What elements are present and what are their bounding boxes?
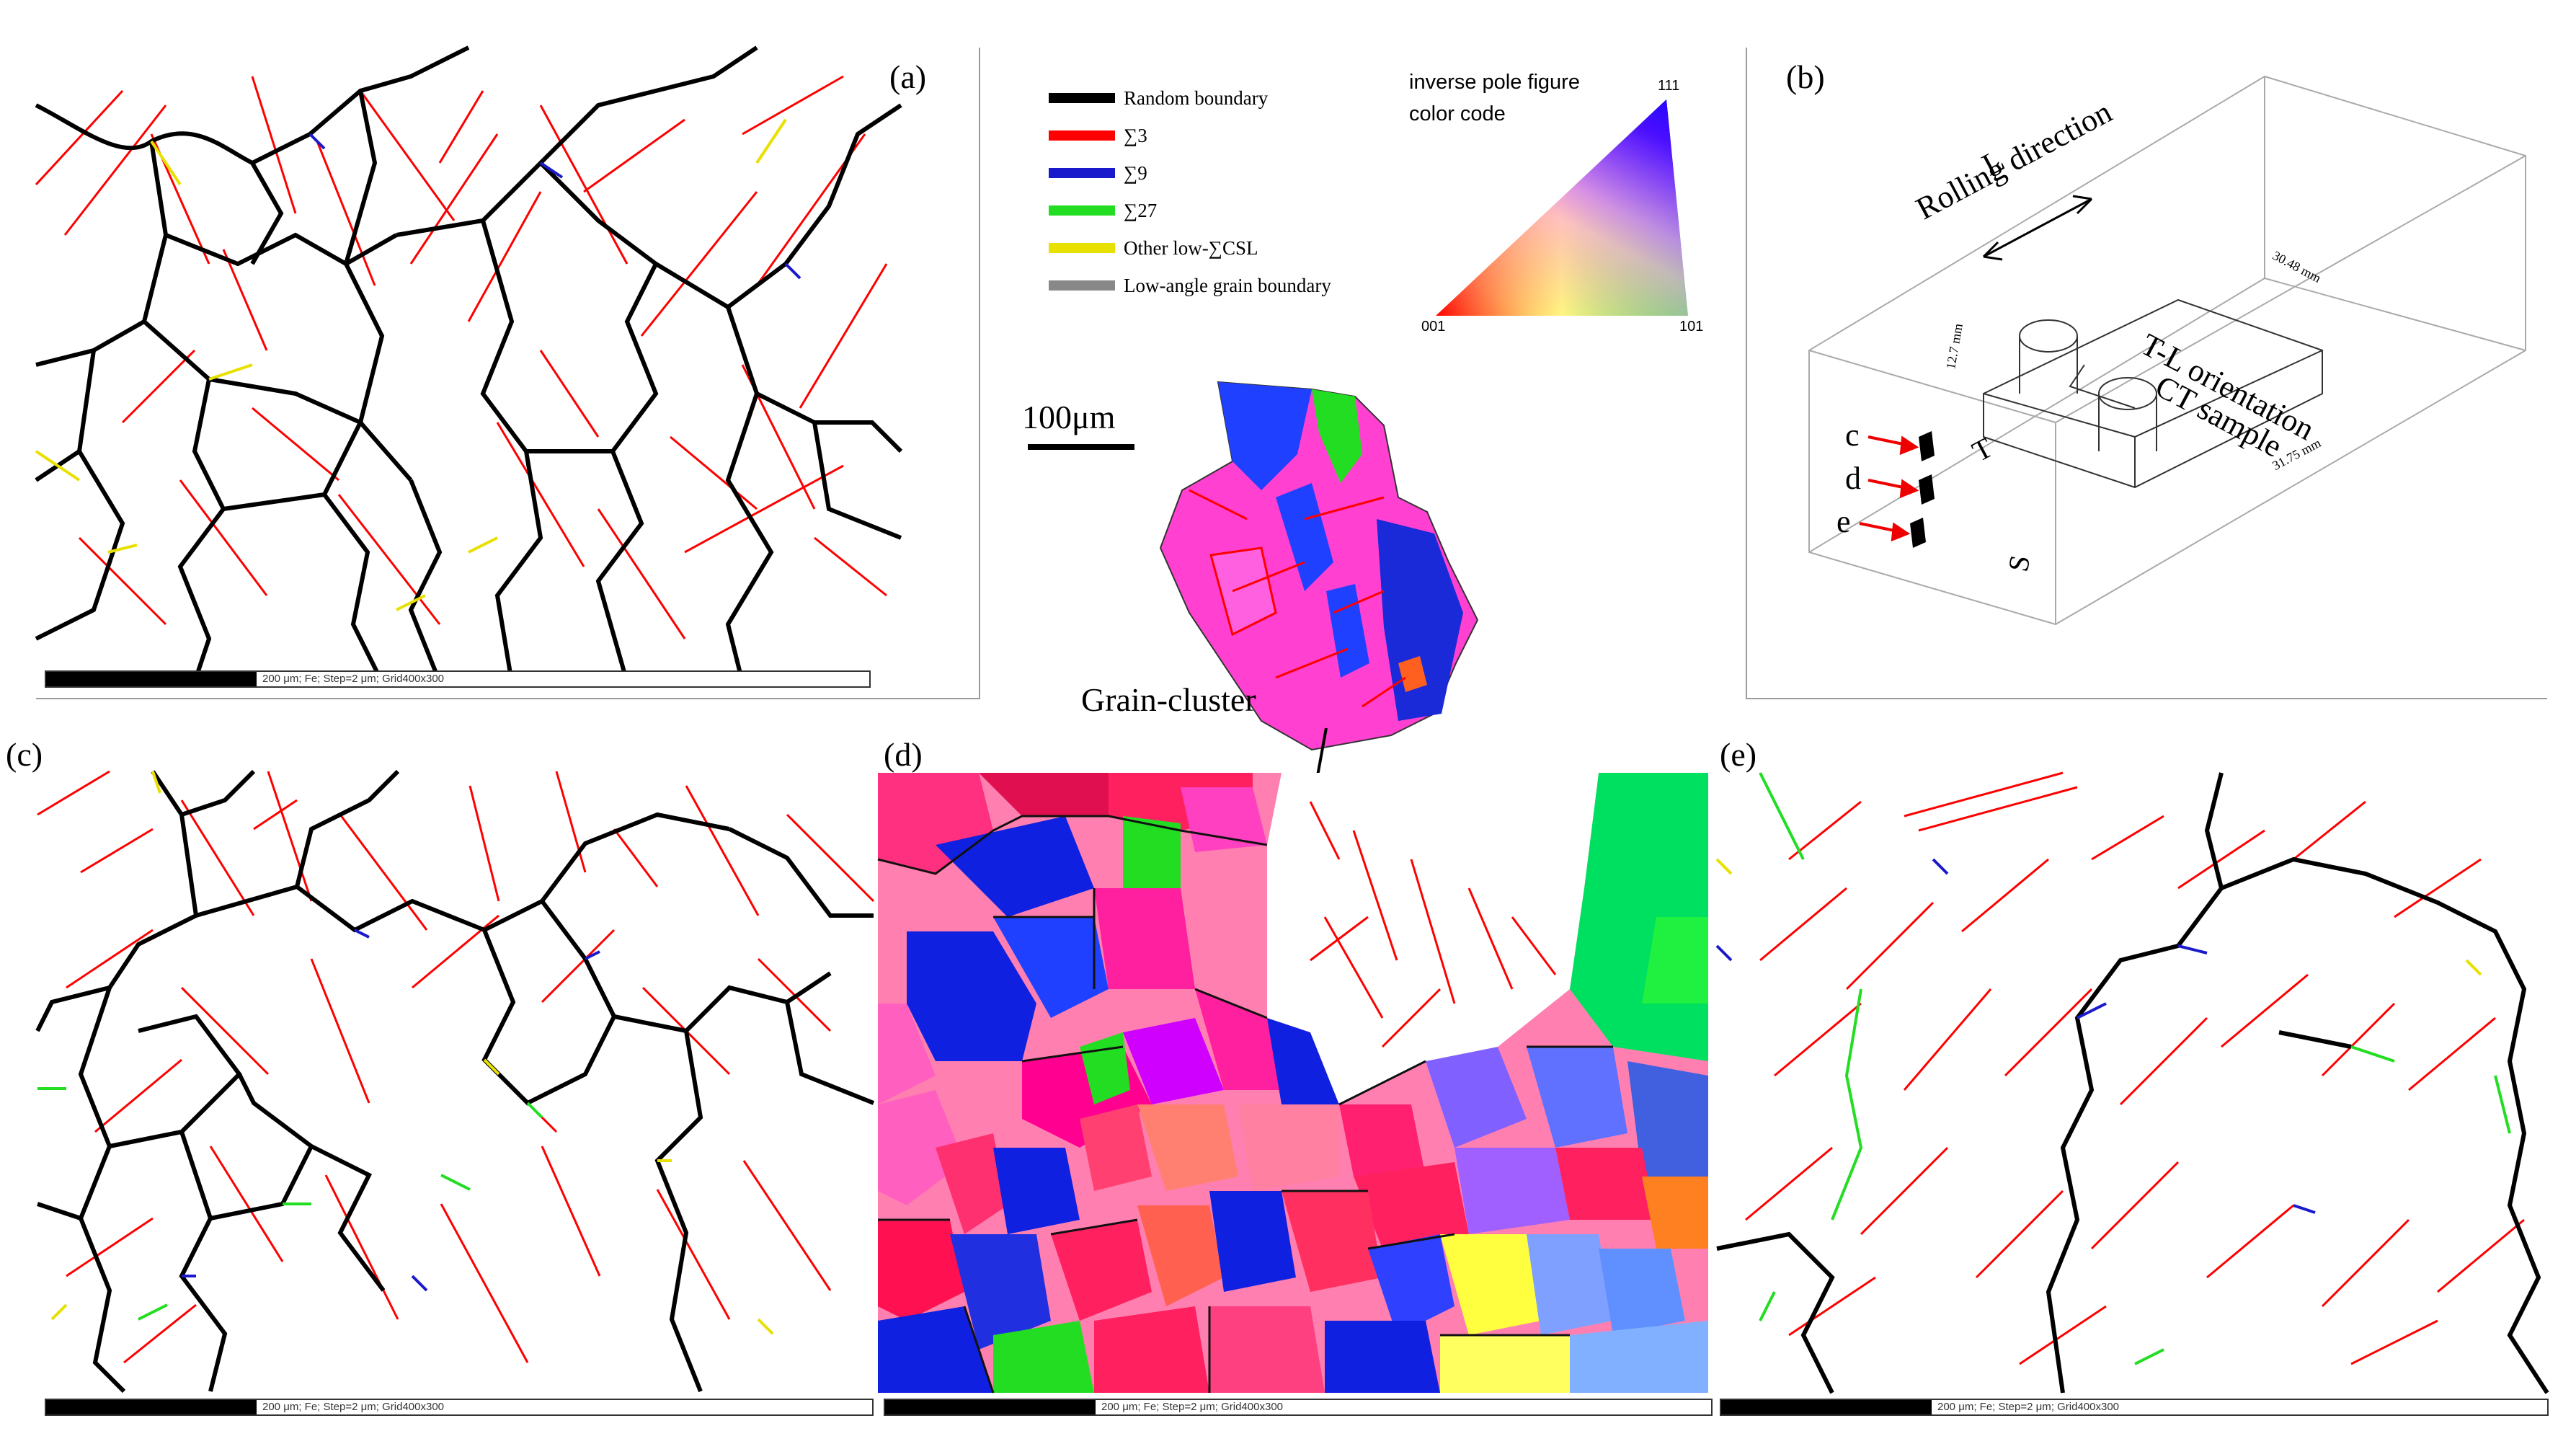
- legend-swatch-gray: [1049, 280, 1115, 291]
- panel-b-label: (b): [1786, 58, 1825, 95]
- grain-cluster-map: [1159, 381, 1479, 751]
- schematic-marker-d: d: [1845, 461, 1861, 496]
- panel-c-label: (c): [6, 736, 43, 773]
- ipf-label-111: 111: [1658, 78, 1680, 94]
- panel-c-scalebar: 200 μm; Fe; Step=2 μm; Grid400x300: [45, 1399, 874, 1416]
- panel-d-orientation-map: [877, 773, 1708, 1394]
- panel-e-boundary-map: [1715, 771, 2549, 1394]
- grain-cluster-label: Grain-cluster: [1081, 681, 1256, 718]
- panel-b: [1746, 48, 2547, 699]
- panel-e-scalebar: 200 μm; Fe; Step=2 μm; Grid400x300: [1720, 1399, 2549, 1416]
- legend-swatch-yellow: [1049, 243, 1115, 253]
- rolled-plate-schematic: [1808, 75, 2526, 626]
- schematic-marker-e: e: [1836, 504, 1851, 539]
- panel-c-scalebar-text: 200 μm; Fe; Step=2 μm; Grid400x300: [262, 1401, 444, 1413]
- panel-a-label: (a): [889, 58, 927, 95]
- legend-item-sigma3: ∑3: [1049, 121, 1147, 150]
- legend-item-random: Random boundary: [1049, 84, 1268, 112]
- panel-c-boundary-map: [35, 769, 875, 1394]
- panel-a-scalebar-text: 200 μm; Fe; Step=2 μm; Grid400x300: [262, 673, 444, 685]
- micron-scale-bar: [1028, 444, 1134, 450]
- panel-e-scalebar-text: 200 μm; Fe; Step=2 μm; Grid400x300: [1937, 1401, 2119, 1413]
- panel-a-scalebar: 200 μm; Fe; Step=2 μm; Grid400x300: [45, 670, 871, 688]
- panel-d-scalebar-text: 200 μm; Fe; Step=2 μm; Grid400x300: [1101, 1401, 1283, 1413]
- ipf-title: inverse pole figure color code: [1409, 71, 1580, 125]
- panel-a: [36, 48, 980, 699]
- panel-d-scalebar: 200 μm; Fe; Step=2 μm; Grid400x300: [884, 1399, 1713, 1416]
- micron-scale-text: 100μm: [1022, 399, 1116, 435]
- ipf-label-101: 101: [1679, 319, 1704, 335]
- boundary-legend: Random boundary ∑3 ∑9 ∑27 Other low-∑CSL…: [1049, 84, 1424, 314]
- legend-item-sigma27: ∑27: [1049, 196, 1157, 225]
- schematic-marker-c: c: [1845, 417, 1860, 453]
- legend-swatch-black: [1049, 93, 1115, 103]
- ipf-triangle: [1436, 99, 1688, 316]
- ipf-label-001: 001: [1421, 319, 1446, 335]
- panel-e-label: (e): [1720, 736, 1757, 773]
- legend-item-other-csl: Other low-∑CSL: [1049, 234, 1258, 262]
- legend-swatch-blue: [1049, 168, 1115, 178]
- legend-swatch-green: [1049, 205, 1115, 216]
- legend-item-low-angle: Low-angle grain boundary: [1049, 271, 1331, 300]
- legend-item-sigma9: ∑9: [1049, 159, 1147, 187]
- panel-d-label: (d): [884, 736, 923, 773]
- panel-a-boundary-map: [35, 45, 903, 683]
- legend-swatch-red: [1049, 130, 1115, 141]
